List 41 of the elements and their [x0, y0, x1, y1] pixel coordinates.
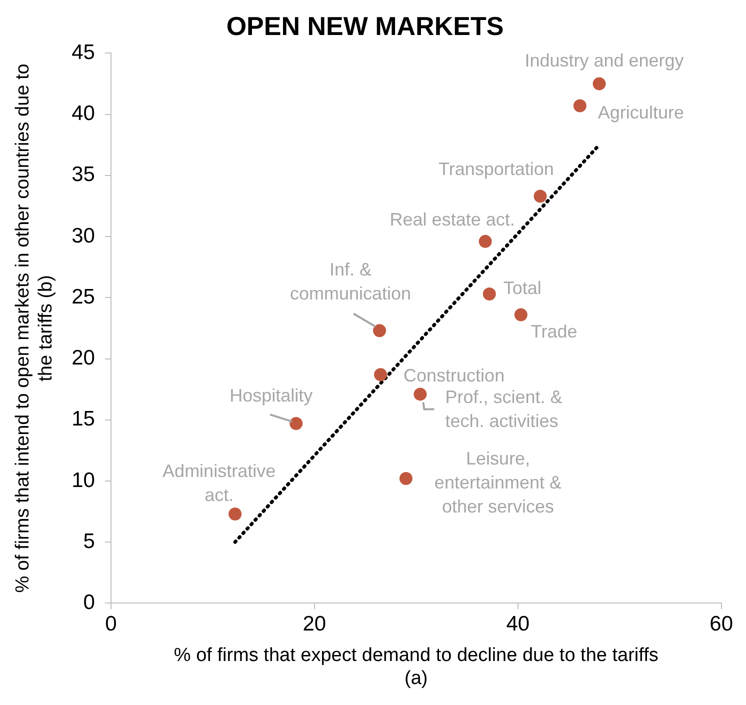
y-tick-label: 45: [72, 40, 95, 64]
annotation: Real estate act.: [390, 209, 515, 230]
annotation: Agriculture: [598, 102, 684, 123]
point: [534, 190, 547, 203]
annotation: Trade: [530, 322, 578, 342]
y-tick-label: 5: [83, 530, 95, 553]
annotation: Transportation: [438, 159, 554, 180]
annotation: Administrative act.: [162, 460, 276, 505]
point: [373, 324, 386, 338]
point: [478, 234, 492, 248]
x-tick-label: 20: [302, 612, 326, 636]
point: [514, 308, 528, 322]
point: [482, 287, 496, 300]
y-tick-label: 30: [72, 224, 95, 248]
y-tick-label: 25: [72, 285, 95, 308]
point: [414, 388, 427, 401]
point: [573, 99, 586, 112]
annotation: Total: [503, 278, 542, 298]
x-tick-label: 60: [710, 612, 733, 636]
point: [228, 507, 242, 520]
y-axis-title: % of firms that intend to open markets in other countries due to the tariffs (b): [12, 64, 56, 593]
point: [592, 77, 606, 90]
y-tick-label: 10: [72, 468, 95, 492]
y-tick-label: 20: [72, 346, 95, 370]
annotation: Hospitality: [230, 386, 313, 406]
point: [290, 417, 303, 430]
y-tick-label: 35: [72, 163, 95, 186]
x-tick-label: 0: [105, 612, 117, 636]
annotation: Construction: [404, 366, 505, 386]
point: [399, 472, 412, 486]
annotation: Industry and energy: [524, 50, 684, 71]
annotation: Prof., scient. & tech. activities: [445, 387, 562, 432]
chart-title: OPEN NEW MARKETS: [226, 10, 504, 41]
annotation: Inf. & communication: [290, 260, 412, 304]
point: [374, 368, 388, 382]
x-tick-label: 40: [506, 612, 530, 636]
y-tick-label: 40: [72, 102, 95, 126]
y-tick-label: 15: [72, 408, 95, 431]
annotation: Leisure, entertainment & other services: [434, 448, 562, 516]
x-axis-title: % of firms that expect demand to decline due to the tariffs (a): [174, 645, 658, 689]
y-tick-label: 0: [83, 590, 95, 614]
